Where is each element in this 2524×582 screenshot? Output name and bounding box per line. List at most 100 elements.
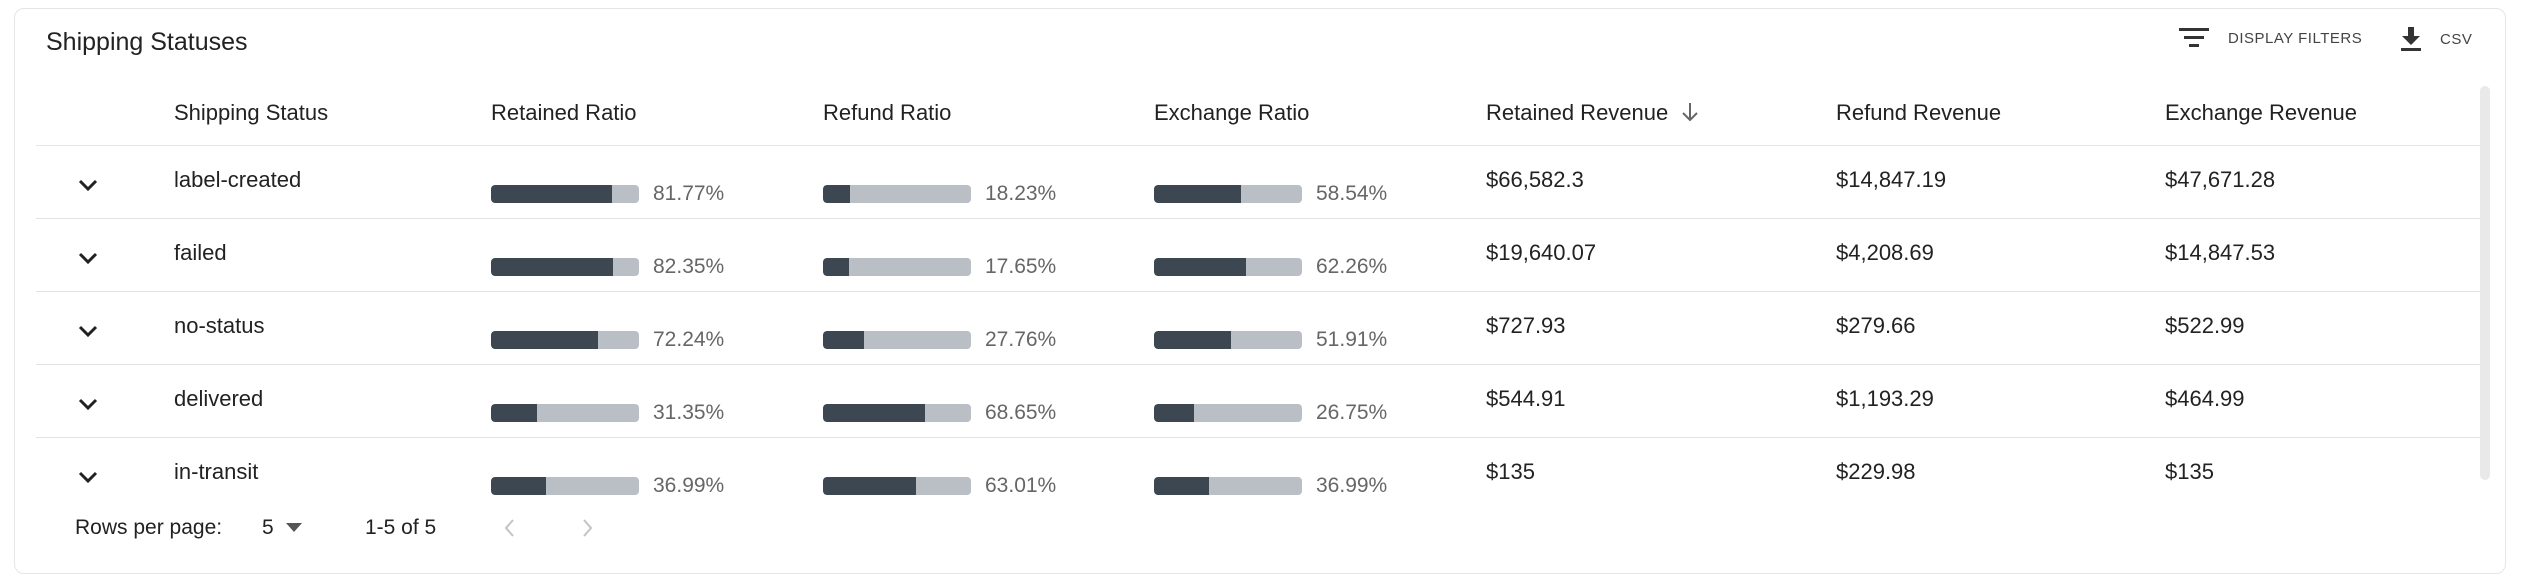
column-header-refund-ratio[interactable]: Refund Ratio [823,100,952,125]
shipping-status-cell: no-status [174,313,265,338]
exchange-ratio-fill [1154,404,1194,422]
exchange-ratio-percent: 62.26% [1316,255,1388,278]
exchange-revenue-cell: $14,847.53 [2165,240,2276,265]
retained-ratio-fill [491,404,538,422]
next-page-button[interactable] [575,516,599,540]
refund-ratio: 68.65% [823,401,1056,425]
retained-revenue-cell: $135 [1486,459,1535,484]
column-header-exchange-ratio[interactable]: Exchange Ratio [1154,100,1310,125]
pagination-range: 1-5 of 5 [365,516,437,539]
exchange-ratio-bar [1154,477,1302,495]
retained-ratio-percent: 82.35% [653,255,725,278]
exchange-ratio-percent: 58.54% [1316,182,1388,205]
expand-row-button[interactable] [76,392,100,416]
display-filters-label: DISPLAY FILTERS [2228,29,2363,47]
exchange-ratio: 51.91% [1154,328,1387,352]
exchange-ratio: 26.75% [1154,401,1387,425]
retained-ratio-bar [491,404,639,422]
refund-ratio-bar [823,185,971,203]
column-header-retained-revenue[interactable]: Retained Revenue [1486,100,1700,126]
refund-ratio-fill [823,404,925,422]
previous-page-button[interactable] [498,516,522,540]
retained-ratio: 72.24% [491,328,724,352]
rows-per-page-label: Rows per page: [75,516,223,539]
exchange-ratio: 36.99% [1154,474,1387,498]
retained-revenue-header-label: Retained Revenue [1486,100,1669,125]
expand-row-button[interactable] [76,173,100,197]
refund-ratio: 18.23% [823,182,1056,206]
chevron-down-icon [76,246,100,270]
exchange-ratio-percent: 26.75% [1316,401,1388,424]
retained-ratio-percent: 36.99% [653,474,725,497]
expand-row-button[interactable] [76,246,100,270]
column-header-shipping-status[interactable]: Shipping Status [174,100,329,125]
expand-row-button[interactable] [76,319,100,343]
caret-down-icon [285,523,302,533]
chevron-down-icon [76,173,100,197]
retained-ratio: 82.35% [491,255,724,279]
column-header-refund-revenue[interactable]: Refund Revenue [1836,100,2002,125]
exchange-ratio-percent: 51.91% [1316,328,1388,351]
retained-revenue-cell: $544.91 [1486,386,1566,411]
retained-ratio-fill [491,477,546,495]
exchange-revenue-cell: $464.99 [2165,386,2245,411]
row-divider [36,291,2480,292]
expand-row-button[interactable] [76,465,100,489]
retained-ratio: 31.35% [491,401,724,425]
refund-ratio-bar [823,404,971,422]
row-divider [36,437,2480,438]
exchange-ratio: 58.54% [1154,182,1387,206]
exchange-ratio-fill [1154,258,1247,276]
refund-ratio-fill [823,258,850,276]
exchange-ratio: 62.26% [1154,255,1387,279]
retained-ratio-fill [491,185,613,203]
retained-ratio-fill [491,258,613,276]
retained-revenue-cell: $19,640.07 [1486,240,1597,265]
refund-revenue-cell: $229.98 [1836,459,1916,484]
retained-ratio-bar [491,477,639,495]
column-header-exchange-revenue[interactable]: Exchange Revenue [2165,100,2358,125]
exchange-revenue-cell: $522.99 [2165,313,2245,338]
refund-ratio-percent: 17.65% [985,255,1057,278]
retained-ratio: 81.77% [491,182,724,206]
chevron-down-icon [76,465,100,489]
chevron-right-icon [575,516,599,540]
shipping-status-cell: in-transit [174,459,259,484]
refund-ratio-percent: 63.01% [985,474,1057,497]
exchange-ratio-percent: 36.99% [1316,474,1388,497]
display-filters-button[interactable]: DISPLAY FILTERS [2178,26,2362,50]
rows-per-page-value: 5 [262,516,274,539]
rows-per-page-select[interactable]: 5 [262,516,302,540]
refund-ratio-percent: 68.65% [985,401,1057,424]
retained-ratio-percent: 31.35% [653,401,725,424]
retained-revenue-cell: $66,582.3 [1486,167,1584,192]
row-divider [36,364,2480,365]
csv-label: CSV [2440,30,2473,48]
header-divider [36,145,2480,146]
shipping-status-cell: label-created [174,167,302,192]
retained-ratio-fill [491,331,598,349]
exchange-ratio-bar [1154,185,1302,203]
retained-ratio-percent: 81.77% [653,182,725,205]
exchange-ratio-bar [1154,258,1302,276]
arrow-down-icon[interactable] [1680,102,1700,124]
retained-revenue-cell: $727.93 [1486,313,1566,338]
refund-ratio-percent: 18.23% [985,182,1057,205]
exchange-revenue-cell: $47,671.28 [2165,167,2276,192]
row-divider [36,218,2480,219]
vertical-scrollbar[interactable] [2480,86,2490,480]
refund-ratio: 17.65% [823,255,1056,279]
shipping-status-cell: delivered [174,386,264,411]
exchange-ratio-bar [1154,331,1302,349]
page-title: Shipping Statuses [46,28,248,56]
csv-download-button[interactable]: CSV [2400,26,2472,52]
chevron-down-icon [76,392,100,416]
retained-ratio-bar [491,331,639,349]
refund-ratio-bar [823,477,971,495]
refund-ratio: 63.01% [823,474,1056,498]
exchange-revenue-cell: $135 [2165,459,2214,484]
refund-ratio-fill [823,477,917,495]
column-header-retained-ratio[interactable]: Retained Ratio [491,100,637,125]
chevron-down-icon [76,319,100,343]
exchange-ratio-bar [1154,404,1302,422]
